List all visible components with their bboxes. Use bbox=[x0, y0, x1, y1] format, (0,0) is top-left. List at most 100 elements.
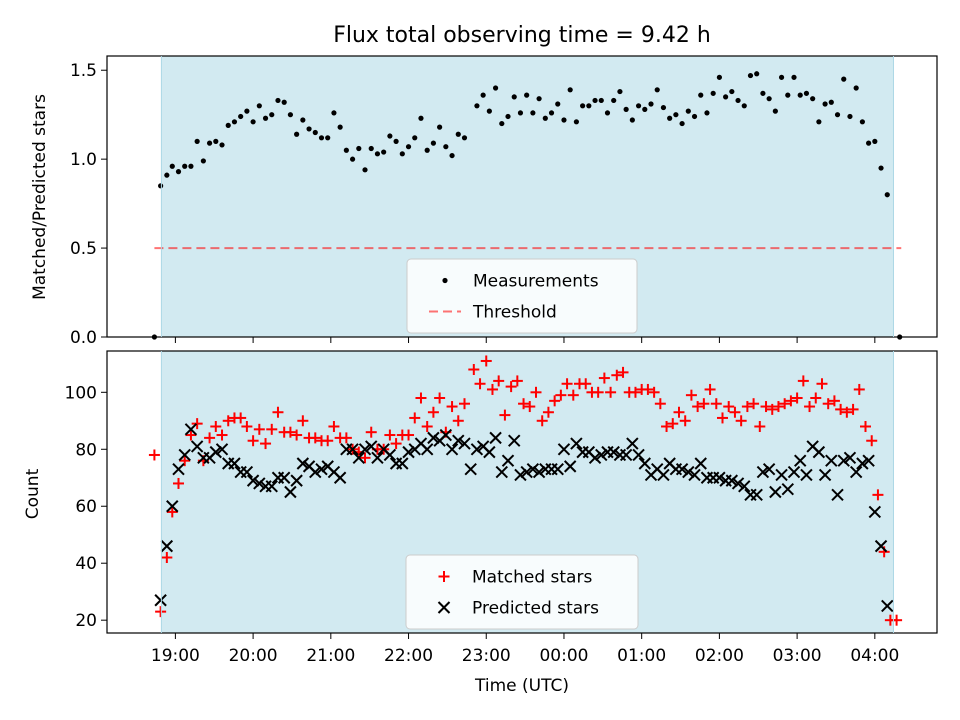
predicted-star-point bbox=[532, 465, 546, 479]
measurement-point bbox=[437, 124, 443, 130]
measurement-point bbox=[810, 96, 816, 102]
y-tick-label: 100 bbox=[65, 383, 97, 403]
measurement-point bbox=[785, 92, 791, 98]
matched-star-point bbox=[486, 383, 498, 395]
matched-star-point bbox=[561, 378, 573, 390]
predicted-star-point bbox=[638, 457, 651, 470]
matched-star-point bbox=[841, 406, 853, 418]
predicted-star-point bbox=[309, 465, 322, 479]
measurement-point bbox=[536, 96, 542, 102]
measurement-point bbox=[461, 135, 468, 141]
legend-frame bbox=[405, 554, 639, 630]
predicted-star-point bbox=[520, 465, 533, 479]
predicted-star-point bbox=[160, 539, 174, 553]
predicted-star-point bbox=[184, 423, 198, 436]
measurement-point bbox=[256, 103, 262, 109]
matched-star-point bbox=[260, 438, 272, 450]
matched-star-point bbox=[384, 429, 396, 441]
predicted-star-point bbox=[563, 460, 577, 473]
matched-star-point bbox=[266, 423, 278, 435]
predicted-star-point bbox=[402, 445, 415, 459]
measurement-point bbox=[337, 124, 343, 130]
predicted-star-point bbox=[557, 443, 571, 456]
predicted-star-point bbox=[682, 465, 695, 479]
matched-star-point bbox=[458, 398, 470, 410]
measurement-point bbox=[878, 165, 884, 171]
matched-star-point bbox=[847, 403, 859, 415]
matched-star-point bbox=[611, 369, 623, 381]
measurement-point bbox=[250, 119, 256, 125]
measurement-point bbox=[213, 138, 219, 144]
measurement-point bbox=[381, 149, 387, 155]
measurement-point bbox=[374, 151, 381, 157]
measurement-point bbox=[679, 120, 685, 127]
predicted-star-point bbox=[626, 437, 639, 450]
matched-star-point bbox=[891, 614, 903, 626]
predicted-star-point bbox=[588, 451, 602, 465]
matched-star-point bbox=[580, 378, 592, 390]
measurement-point bbox=[182, 163, 188, 169]
matched-star-point bbox=[253, 423, 265, 435]
predicted-star-point bbox=[750, 488, 763, 502]
measurement-point bbox=[847, 113, 853, 120]
measurement-point bbox=[480, 92, 486, 98]
measurement-point bbox=[219, 142, 225, 148]
predicted-star-point bbox=[495, 465, 509, 479]
measurement-point bbox=[231, 119, 238, 125]
measurement-point bbox=[318, 135, 325, 141]
matched-star-point bbox=[772, 401, 784, 413]
measurement-point bbox=[430, 140, 437, 146]
predicted-star-point bbox=[352, 451, 366, 465]
measurement-point bbox=[772, 108, 778, 114]
measurement-point bbox=[517, 110, 524, 116]
y-tick-label: 40 bbox=[75, 554, 97, 574]
predicted-star-point bbox=[856, 457, 869, 470]
measurement-point bbox=[524, 92, 530, 98]
measurement-point bbox=[561, 117, 567, 123]
measurement-point bbox=[567, 87, 573, 93]
top-plot-frame bbox=[106, 55, 938, 338]
measurement-point bbox=[306, 126, 312, 132]
matched-star-point bbox=[723, 401, 735, 413]
matched-star-point bbox=[505, 381, 517, 393]
measurement-point bbox=[492, 85, 499, 91]
measurement-point bbox=[555, 101, 561, 107]
matched-star-point bbox=[866, 435, 878, 447]
measurement-point bbox=[399, 151, 405, 157]
matched-star-point bbox=[710, 398, 722, 410]
measurement-point bbox=[530, 110, 536, 116]
predicted-star-point bbox=[775, 468, 788, 482]
matched-star-point bbox=[648, 386, 660, 398]
matched-star-point bbox=[210, 420, 222, 432]
predicted-star-point bbox=[632, 448, 645, 462]
bottom-predicted-points bbox=[154, 423, 894, 613]
measurement-point bbox=[194, 138, 200, 144]
legend-frame bbox=[406, 258, 638, 334]
measurement-point bbox=[716, 74, 722, 80]
matched-star-point bbox=[309, 432, 321, 444]
measurement-point bbox=[685, 108, 691, 114]
measurement-point bbox=[300, 117, 306, 123]
predicted-star-point bbox=[570, 437, 583, 450]
matched-star-point bbox=[853, 383, 865, 395]
measurement-point bbox=[548, 110, 555, 116]
matched-star-point bbox=[692, 401, 704, 413]
measurement-point bbox=[474, 103, 480, 109]
matched-star-point bbox=[872, 489, 884, 501]
matched-star-point bbox=[754, 420, 766, 432]
measurement-point bbox=[356, 145, 362, 152]
predicted-star-point bbox=[849, 465, 863, 479]
matched-star-point bbox=[542, 406, 554, 418]
matched-star-point bbox=[434, 392, 446, 404]
predicted-star-point bbox=[358, 443, 372, 456]
matched-star-point bbox=[530, 386, 542, 398]
predicted-star-point bbox=[862, 454, 875, 467]
predicted-star-point bbox=[178, 448, 191, 462]
matched-star-point bbox=[204, 432, 216, 444]
measurement-point bbox=[828, 99, 834, 105]
measurement-point bbox=[816, 119, 822, 125]
measurement-point bbox=[200, 158, 206, 164]
measurement-point bbox=[188, 163, 194, 169]
matched-star-point bbox=[403, 429, 415, 441]
